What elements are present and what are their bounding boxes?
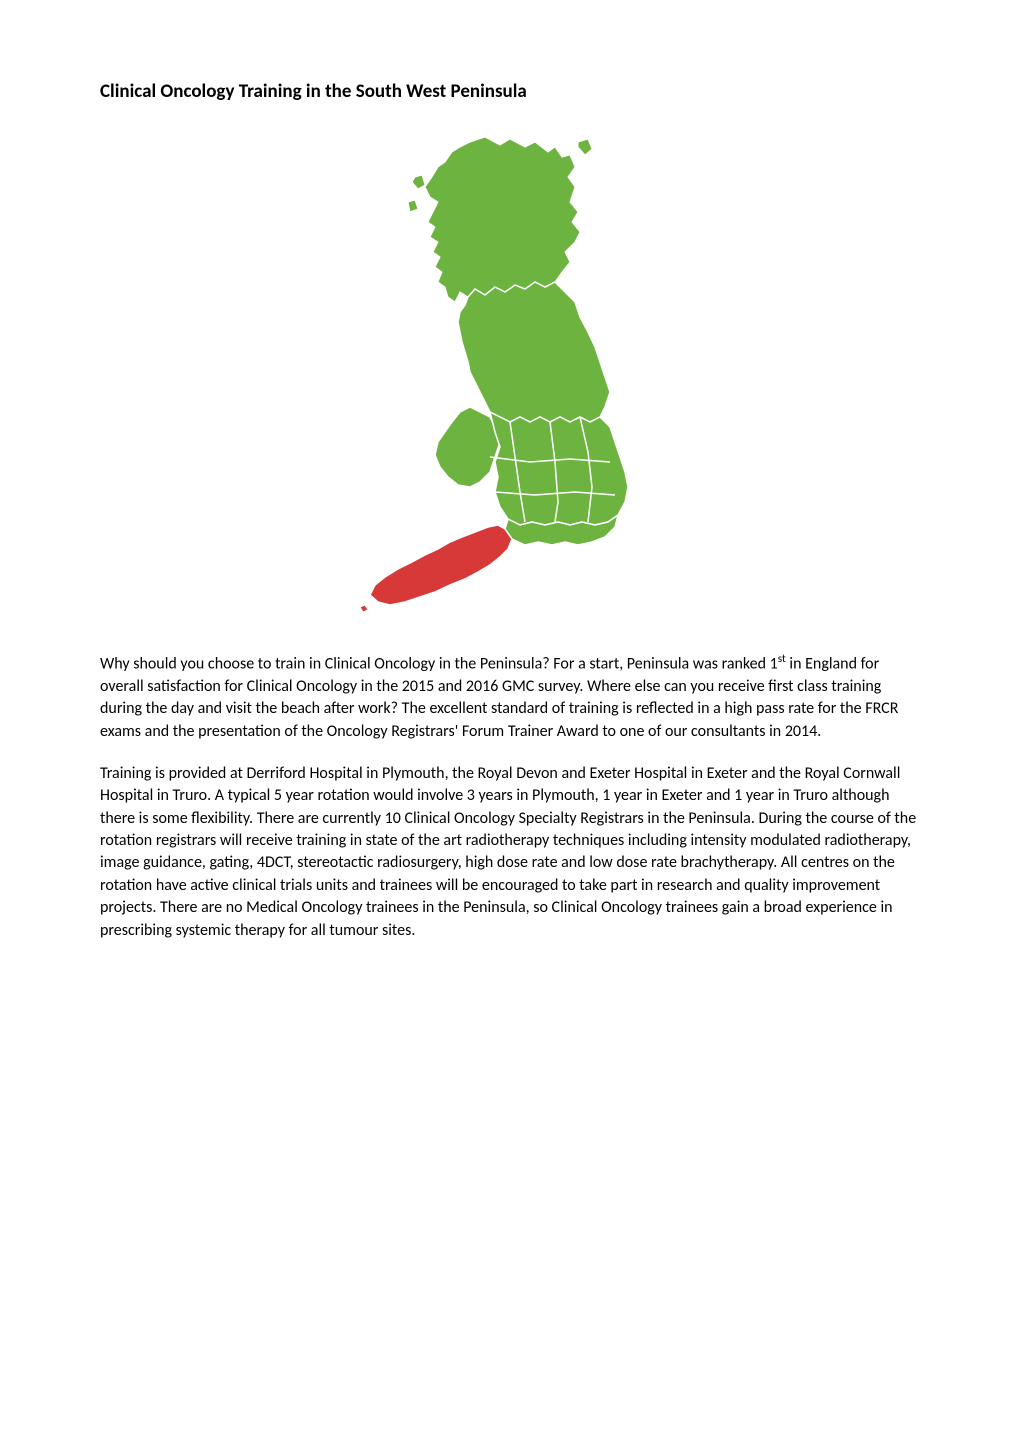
scottish-islands-1 [578,139,592,155]
southwest-peninsula-highlighted [370,525,512,605]
paragraph-1-text-a: Why should you choose to train in Clinic… [100,654,778,673]
map-container [100,127,920,622]
scotland-mainland [425,137,580,302]
scottish-islands-3 [408,200,418,212]
paragraph-2: Training is provided at Derriford Hospit… [100,763,920,942]
scilly-isles [360,605,368,612]
northern-england [458,282,610,422]
document-title: Clinical Oncology Training in the South … [100,80,920,103]
scottish-islands-2 [412,175,425,189]
paragraph-1: Why should you choose to train in Clinic… [100,652,920,743]
wales [435,407,500,487]
paragraph-1-superscript: st [778,652,786,666]
uk-map-infographic [330,127,690,617]
